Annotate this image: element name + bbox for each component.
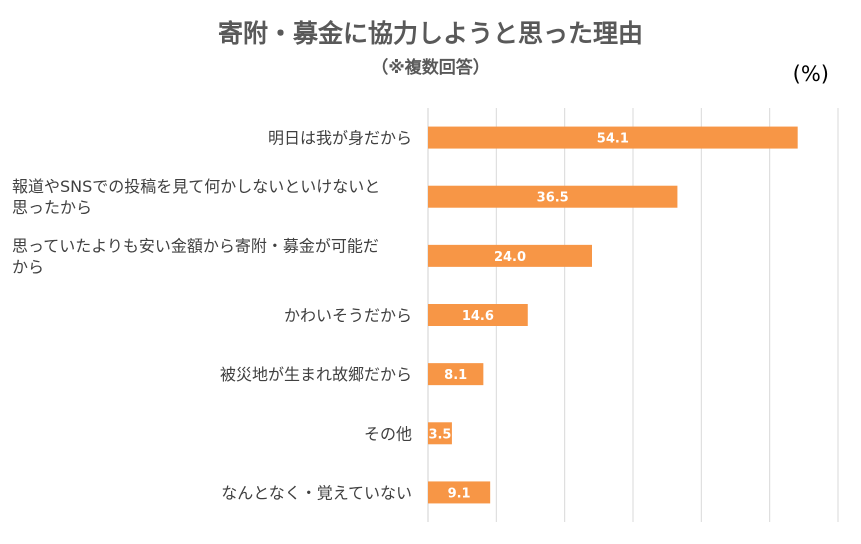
data-label: 9.1 [448, 486, 471, 501]
chart-title: 寄附・募金に協力しようと思った理由 [217, 19, 643, 48]
bar [428, 481, 491, 504]
bar [428, 304, 528, 326]
bar [428, 185, 678, 208]
bar [428, 422, 452, 445]
data-label: 14.6 [462, 309, 494, 324]
category-label: その他 [364, 424, 412, 443]
data-label: 54.1 [597, 132, 629, 147]
category-label: 被災地が生まれ故郷だから [220, 365, 412, 384]
data-label: 3.5 [428, 427, 451, 442]
category-label: から [12, 257, 44, 276]
category-label: なんとなく・覚えていない [221, 483, 412, 502]
category-label: 思ったから [12, 198, 92, 217]
data-label: 24.0 [494, 250, 526, 265]
data-label: 8.1 [444, 368, 467, 383]
bar [428, 363, 484, 386]
category-label: 報道やSNSでの投稿を見て何かしないといけないと [12, 177, 380, 196]
category-label: 明日は我が身だから [268, 129, 412, 148]
bar [428, 244, 592, 267]
category-label: かわいそうだから [284, 306, 412, 325]
unit-label: (%) [792, 62, 829, 86]
chart-subtitle: （※複数回答） [371, 58, 490, 78]
category-label: 思っていたよりも安い金額から寄附・募金が可能だ [12, 236, 379, 255]
data-label: 36.5 [537, 191, 569, 206]
bar [428, 126, 798, 149]
